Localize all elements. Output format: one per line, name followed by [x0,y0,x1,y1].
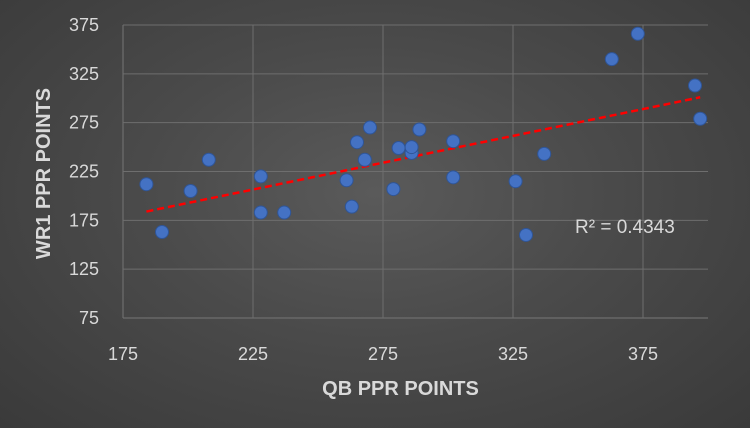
data-points [139,26,708,242]
x-tick-label: 275 [368,344,398,364]
y-tick-label: 75 [79,308,99,328]
data-point [183,184,198,199]
y-tick-label: 175 [69,210,99,230]
y-tick-label: 325 [69,64,99,84]
data-point [139,177,154,192]
data-point [339,173,354,188]
data-point [391,141,406,156]
y-tick-label: 275 [69,113,99,133]
data-point [363,120,377,135]
data-point [693,111,708,126]
trendline [146,96,701,213]
data-point [344,199,359,214]
data-point [357,152,372,167]
y-tick-label: 225 [69,162,99,182]
data-point [688,78,702,93]
data-point [201,152,216,167]
axes [122,25,708,319]
x-tick-label: 375 [628,344,658,364]
data-point [253,205,268,220]
data-point [253,169,268,184]
data-point [412,122,427,137]
data-point [519,227,533,242]
x-axis-title: QB PPR POINTS [322,378,479,400]
x-tick-labels: 175 225 275 325 375 [108,344,658,364]
data-point [508,174,523,189]
data-point [155,225,169,240]
y-tick-label: 375 [69,15,99,35]
r-squared-annotation: R² = 0.4343 [575,217,675,238]
data-point [277,205,292,220]
data-point [446,170,461,185]
data-point [446,134,461,149]
data-point [604,52,619,67]
x-tick-label: 225 [238,344,268,364]
trendline-group [146,96,701,213]
gridlines [123,24,708,318]
data-point [404,140,419,155]
data-point [537,146,552,161]
data-point [386,182,401,197]
y-axis-title: WR1 PPR POINTS [33,88,55,259]
y-tick-labels: 75 125 175 225 275 325 375 [69,15,99,328]
data-point [350,135,364,150]
x-tick-label: 325 [498,344,528,364]
x-tick-label: 175 [108,344,138,364]
data-point [630,26,645,41]
y-tick-label: 125 [69,259,99,279]
